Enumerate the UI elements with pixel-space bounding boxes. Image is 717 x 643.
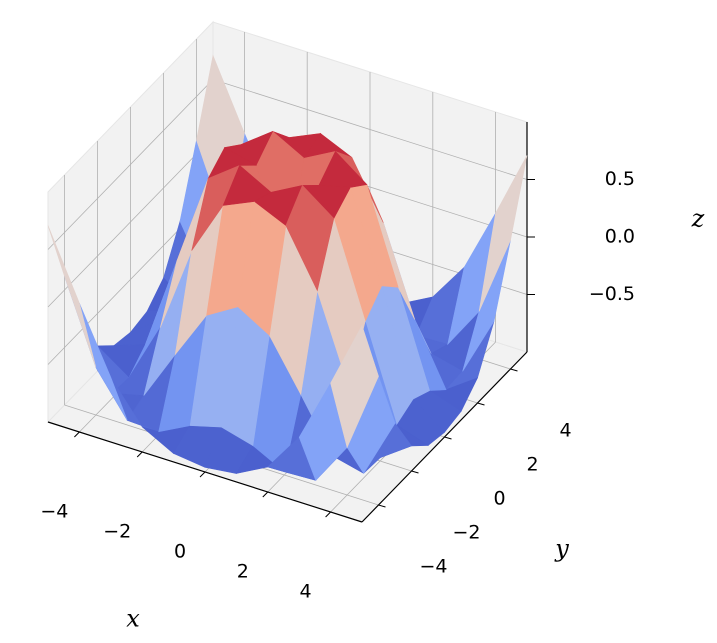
z-axis-label: z (691, 205, 705, 233)
x-axis-label: x (126, 605, 140, 633)
x-tick-label: 4 (300, 581, 312, 603)
grid-line (47, 79, 214, 250)
x-tick-label: 2 (237, 561, 249, 583)
x-tick-label: −2 (103, 521, 131, 543)
y-tick-label: 2 (526, 454, 538, 476)
surface-patch (330, 324, 379, 449)
y-tick (444, 436, 452, 440)
x-tick (325, 511, 331, 518)
y-tick-label: 4 (559, 420, 571, 442)
y-tick (510, 368, 518, 372)
x-tick (199, 471, 206, 478)
z-tick-label: −0.5 (589, 283, 635, 305)
grid-line (212, 79, 528, 180)
x-tick-label: 0 (174, 541, 186, 563)
y-tick (378, 504, 386, 508)
x-tick (74, 431, 80, 438)
x-tick (136, 451, 143, 458)
y-tick (411, 470, 419, 474)
surface-patch (285, 184, 335, 292)
surface-patch (478, 155, 528, 312)
surface-patch (47, 225, 97, 368)
y-tick-label: −2 (452, 522, 480, 544)
grid-line (47, 136, 214, 308)
y-axis-label: y (554, 535, 569, 563)
z-tick-label: 0.5 (605, 168, 635, 190)
x-tick (262, 491, 269, 498)
y-tick (477, 402, 485, 406)
y-tick-label: 0 (493, 488, 505, 510)
y-tick-label: −4 (419, 556, 447, 578)
x-tick-label: −4 (40, 501, 68, 523)
z-tick-label: 0.0 (605, 226, 635, 248)
